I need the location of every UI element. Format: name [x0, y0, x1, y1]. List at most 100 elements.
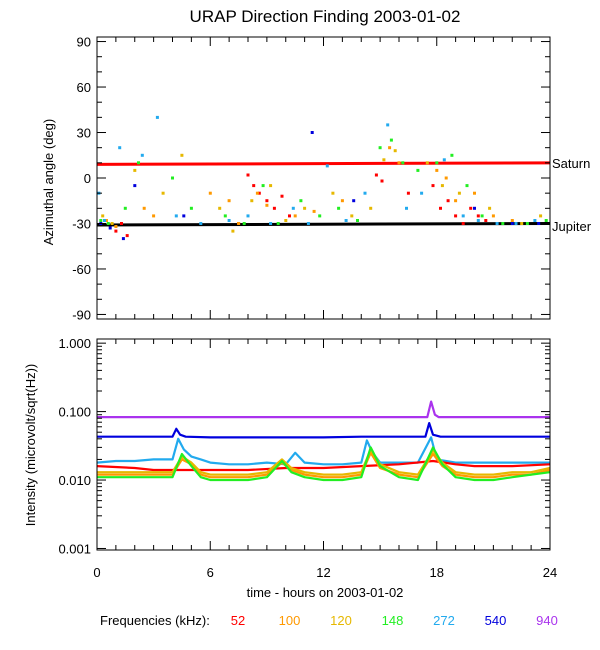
intensity-series-100 [97, 451, 551, 479]
x-tick-label-18: 18 [430, 565, 444, 580]
frequency-legend: 52 100 120 148 272 540 940 [231, 613, 558, 628]
azimuth-point-148-13 [356, 219, 359, 222]
intensity-ylabel: Intensity (microvolt/sqrt(Hz)) [23, 364, 38, 527]
azimuth-plot-frame [96, 36, 551, 320]
azimuth-point-100-1 [114, 225, 118, 228]
azimuth-point-120-14 [382, 158, 386, 162]
intensity-series-940 [97, 400, 550, 419]
azimuth-point-52-13 [406, 191, 410, 195]
azimuth-point-148-22 [501, 222, 505, 225]
azimuth-point-100-11 [340, 199, 344, 203]
azimuth-point-540-5 [310, 131, 314, 134]
azimuth-point-540-3 [133, 184, 137, 188]
azimuth-point-100-3 [152, 214, 156, 218]
azimuth-points [97, 115, 548, 241]
azimuth-point-120-11 [331, 191, 335, 195]
azimuth-point-148-2 [123, 206, 127, 210]
azimuth-point-272-8 [246, 214, 250, 218]
azimuth-point-100-19 [510, 219, 514, 222]
azimuth-point-272-23 [533, 219, 537, 222]
azimuth-point-148-6 [223, 214, 227, 218]
azimuth-ytick-label--30: -30 [72, 216, 91, 231]
azimuth-point-148-21 [480, 214, 484, 218]
azimuth-point-100-0 [104, 219, 108, 222]
azimuth-point-120-17 [440, 184, 444, 188]
azimuth-ytick-label-30: 30 [77, 126, 91, 141]
azimuth-point-148-24 [544, 219, 548, 222]
azimuth-point-100-7 [255, 191, 259, 195]
azimuth-point-148-19 [450, 153, 454, 157]
azimuth-point-272-15 [386, 123, 390, 127]
azimuth-point-52-6 [257, 191, 261, 195]
azimuth-point-272-17 [420, 191, 424, 195]
azimuth-point-272-2 [118, 146, 122, 150]
azimuth-point-272-6 [199, 222, 203, 225]
intensity-ytick-label-0: 1.000 [58, 336, 91, 351]
azimuth-point-120-21 [539, 214, 543, 218]
x-tick-label-24: 24 [543, 565, 557, 580]
azimuth-point-272-14 [363, 191, 367, 195]
azimuth-point-272-5 [174, 214, 178, 218]
x-tick-label-0: 0 [93, 565, 100, 580]
azimuth-point-272-10 [291, 206, 295, 210]
azimuth-point-148-3 [137, 161, 140, 165]
chart-title: URAP Direction Finding 2003-01-02 [190, 7, 461, 26]
azimuth-point-100-14 [435, 168, 439, 172]
legend-frequency-52: 52 [231, 613, 245, 628]
azimuth-point-52-2 [125, 234, 129, 238]
azimuth-point-100-12 [388, 146, 392, 150]
azimuth-point-148-0 [99, 219, 103, 222]
azimuth-point-272-16 [405, 206, 408, 210]
azimuth-point-100-6 [237, 222, 241, 225]
azimuth-point-120-20 [520, 222, 524, 225]
azimuth-ytick-label-90: 90 [77, 35, 91, 50]
azimuth-point-52-12 [380, 179, 384, 183]
azimuth-point-120-7 [250, 199, 254, 203]
azimuth-point-272-18 [442, 158, 446, 162]
azimuth-point-100-2 [142, 206, 146, 210]
azimuth-point-272-22 [514, 222, 518, 225]
azimuth-ytick-label--90: -90 [72, 307, 91, 322]
intensity-series-272 [96, 436, 550, 466]
azimuth-point-120-13 [369, 206, 373, 210]
azimuth-point-148-20 [465, 184, 469, 188]
x-axis-label: time - hours on 2003-01-02 [247, 585, 404, 600]
azimuth-point-540-9 [537, 222, 541, 225]
intensity-panel: Intensity (microvolt/sqrt(Hz)) 1.000 0.10… [23, 336, 551, 556]
azimuth-point-120-19 [488, 206, 492, 210]
azimuth-point-52-1 [120, 222, 123, 225]
azimuth-point-120-1 [110, 222, 114, 225]
azimuth-point-272-7 [227, 219, 231, 222]
azimuth-point-148-23 [525, 222, 529, 225]
intensity-series-148 [97, 446, 551, 482]
azimuth-point-52-10 [288, 214, 291, 218]
azimuth-reference-lines [96, 161, 551, 227]
azimuth-point-120-3 [161, 191, 165, 195]
azimuth-point-52-9 [280, 194, 284, 198]
azimuth-point-540-4 [182, 214, 186, 218]
legend-frequency-148: 148 [382, 613, 404, 628]
azimuth-point-540-8 [510, 222, 514, 225]
azimuth-point-120-10 [303, 206, 307, 210]
azimuth-point-120-0 [101, 214, 105, 218]
frequencies-label: Frequencies (kHz): [100, 613, 210, 628]
azimuth-point-52-8 [272, 206, 276, 210]
azimuth-point-148-1 [106, 222, 110, 225]
azimuth-point-272-1 [103, 219, 106, 222]
azimuth-point-100-18 [491, 214, 495, 218]
azimuth-point-100-13 [397, 161, 401, 165]
azimuth-point-120-9 [284, 219, 288, 222]
azimuth-point-52-7 [265, 199, 269, 203]
azimuth-point-272-19 [461, 214, 465, 218]
azimuth-point-52-0 [114, 229, 118, 233]
azimuth-ytick-label-0: 0 [84, 171, 91, 186]
azimuth-point-52-4 [246, 173, 250, 177]
azimuth-ytick-label-60: 60 [77, 80, 91, 95]
azimuth-point-120-18 [457, 191, 461, 195]
azimuth-point-52-20 [476, 214, 480, 218]
azimuth-point-148-15 [389, 138, 393, 142]
x-tick-label-12: 12 [316, 565, 330, 580]
azimuth-point-100-10 [312, 209, 316, 213]
azimuth-point-148-12 [337, 206, 341, 210]
